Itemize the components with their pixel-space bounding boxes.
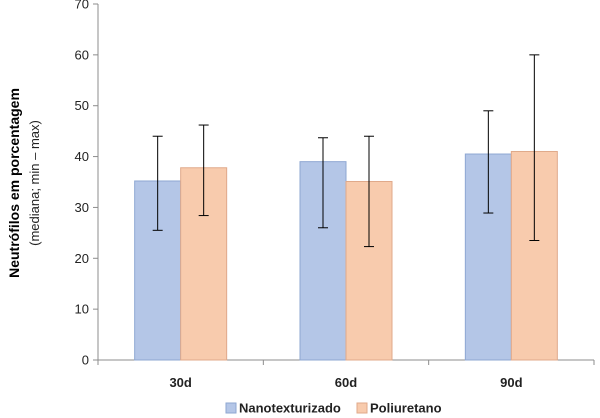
x-category-label: 90d bbox=[500, 375, 522, 390]
y-tick-label: 70 bbox=[75, 0, 89, 12]
y-axis-sublabel: (mediana; min – max) bbox=[27, 120, 42, 246]
legend-swatch-nanotexturizado bbox=[225, 402, 237, 414]
legend-swatch-poliuretano bbox=[356, 402, 368, 414]
x-category-label: 60d bbox=[335, 375, 357, 390]
y-tick-label: 40 bbox=[75, 149, 89, 164]
y-tick-label: 50 bbox=[75, 98, 89, 113]
plot-area: 0 10 20 30 40 50 60 70 30d 60d 90d bbox=[75, 0, 595, 390]
y-tick-label: 0 bbox=[82, 353, 89, 368]
y-axis-label-group: Neutrófilos em porcentagem (mediana; min… bbox=[6, 88, 42, 278]
y-tick-label: 20 bbox=[75, 251, 89, 266]
legend-label-nanotexturizado: Nanotexturizado bbox=[239, 401, 341, 416]
y-tick-label: 10 bbox=[75, 302, 89, 317]
y-tick-label: 60 bbox=[75, 47, 89, 62]
y-axis-label: Neutrófilos em porcentagem bbox=[6, 88, 22, 278]
legend: Nanotexturizado Poliuretano bbox=[225, 401, 442, 416]
y-tick-label: 30 bbox=[75, 200, 89, 215]
x-category-label: 30d bbox=[169, 375, 191, 390]
legend-label-poliuretano: Poliuretano bbox=[370, 401, 442, 416]
